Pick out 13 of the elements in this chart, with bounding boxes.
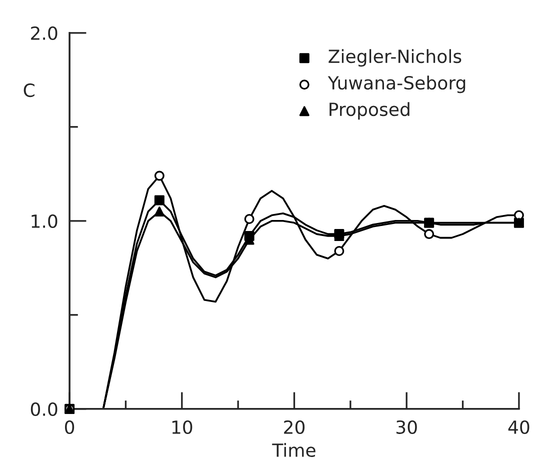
x-tick-label: 30 <box>396 420 417 434</box>
x-axis-title: Time <box>272 443 316 458</box>
x-tick-label: 10 <box>172 420 192 434</box>
legend-label: Ziegler-Nichols <box>328 49 462 67</box>
y-axis-title: C <box>24 83 34 98</box>
x-tick-label: 20 <box>284 420 305 434</box>
y-tick-label: 0.0 <box>30 402 58 416</box>
y-tick-label: 2.0 <box>31 26 58 40</box>
x-tick-label: 0 <box>64 420 74 434</box>
legend-label: Yuwana-Seborg <box>328 76 466 94</box>
legend-label: Proposed <box>330 102 410 120</box>
x-tick-label: 40 <box>508 420 530 434</box>
y-tick-label: 1.0 <box>32 214 58 228</box>
